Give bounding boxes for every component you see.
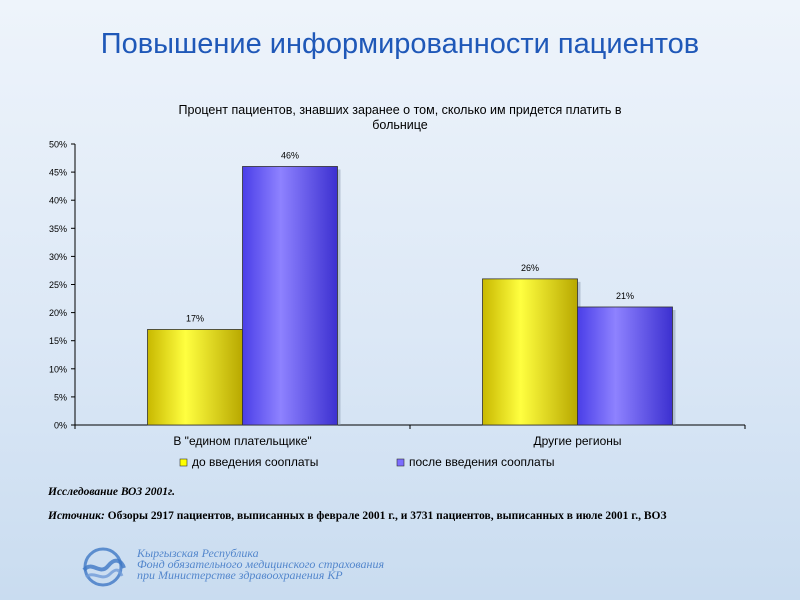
bar-data-label: 26% [521, 263, 539, 273]
y-tick-label: 20% [49, 308, 67, 318]
y-tick-label: 10% [49, 364, 67, 374]
bar-data-label: 21% [616, 291, 634, 301]
y-tick-label: 35% [49, 224, 67, 234]
y-tick-label: 25% [49, 280, 67, 290]
bar-data-label: 46% [281, 150, 299, 160]
source-note: Источник: Обзоры 2917 пациентов, выписан… [48, 508, 768, 524]
bar-data-label: 17% [186, 313, 204, 323]
chart-title-line-1: Процент пациентов, знавших заранее о том… [179, 103, 622, 117]
y-tick-label: 5% [54, 392, 67, 402]
bar-chart: Процент пациентов, знавших заранее о том… [49, 103, 746, 469]
y-tick-label: 0% [54, 421, 67, 431]
x-tick-label: В "едином плательщике" [173, 434, 311, 448]
bar-after-1 [242, 166, 338, 426]
chart-axes: 0% 5% 10% 15% 20% 25% 30% 35% 40% 45% 50% В "едином… [49, 140, 746, 448]
source-label: Источник: [48, 510, 105, 522]
slide-title: Повышение информированности пациентов [100, 28, 700, 60]
y-tick-label: 50% [49, 140, 67, 150]
y-tick-label: 15% [49, 336, 67, 346]
footer-line-3: при Министерстве здравоохранения КР [137, 568, 343, 582]
footer-line-2: Фонд обязательного медицинского страхова… [137, 557, 385, 571]
legend-label: после введения сооплаты [409, 455, 555, 469]
bar-before-2 [482, 278, 578, 426]
y-tick-label: 30% [49, 252, 67, 262]
wave-logo-icon [82, 547, 126, 587]
y-tick-label: 45% [49, 168, 67, 178]
bar-after-2 [577, 306, 673, 426]
chart-bars: 17% 46% 26% 21% [147, 150, 676, 426]
y-tick-label: 40% [49, 196, 67, 206]
x-tick-label: Другие регионы [533, 434, 621, 448]
bar-before-1 [147, 329, 243, 426]
legend-swatch [179, 458, 188, 467]
chart-title-line-2: больнице [372, 118, 428, 132]
chart-legend: до введения сооплаты после введения соопл… [179, 455, 555, 469]
legend-swatch [396, 458, 405, 467]
chart-title: Процент пациентов, знавших заранее о том… [179, 103, 622, 132]
study-note: Исследование ВОЗ 2001г. [48, 486, 176, 498]
legend-label: до введения сооплаты [192, 455, 318, 469]
footer-line-1: Кыргызская Республика [137, 546, 259, 560]
source-text: Обзоры 2917 пациентов, выписанных в февр… [104, 510, 667, 522]
footer-text: Кыргызская Республика Фонд обязательного… [137, 546, 537, 582]
